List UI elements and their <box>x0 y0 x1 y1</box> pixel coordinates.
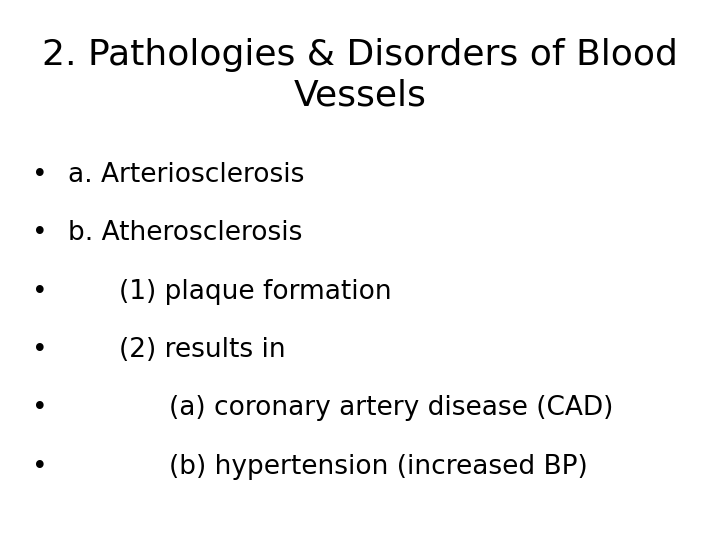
Text: 2. Pathologies & Disorders of Blood
Vessels: 2. Pathologies & Disorders of Blood Vess… <box>42 38 678 112</box>
Text: (1) plaque formation: (1) plaque formation <box>119 279 392 305</box>
Text: •: • <box>32 220 48 246</box>
Text: a. Arteriosclerosis: a. Arteriosclerosis <box>68 162 305 188</box>
Text: (2) results in: (2) results in <box>119 337 285 363</box>
Text: •: • <box>32 395 48 421</box>
Text: •: • <box>32 454 48 480</box>
Text: •: • <box>32 337 48 363</box>
Text: •: • <box>32 279 48 305</box>
Text: •: • <box>32 162 48 188</box>
Text: (a) coronary artery disease (CAD): (a) coronary artery disease (CAD) <box>169 395 613 421</box>
Text: (b) hypertension (increased BP): (b) hypertension (increased BP) <box>169 454 588 480</box>
Text: b. Atherosclerosis: b. Atherosclerosis <box>68 220 303 246</box>
